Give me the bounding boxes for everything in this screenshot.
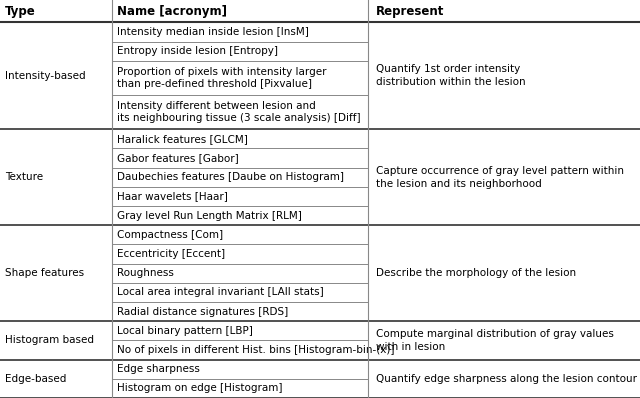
Text: Local binary pattern [LBP]: Local binary pattern [LBP] [117,326,253,336]
Text: Type: Type [5,5,36,18]
Bar [0,0,640,22]
Text: Histogram on edge [Histogram]: Histogram on edge [Histogram] [117,383,283,393]
Text: Daubechies features [Daube on Histogram]: Daubechies features [Daube on Histogram] [117,172,344,182]
Text: Entropy inside lesion [Entropy]: Entropy inside lesion [Entropy] [117,46,278,56]
Text: Edge sharpness: Edge sharpness [117,364,200,374]
Text: Edge-based: Edge-based [5,374,67,384]
Bar [0,359,640,398]
Bar [0,22,640,129]
Text: Represent: Represent [376,5,444,18]
Text: Compactness [Com]: Compactness [Com] [117,230,223,240]
Text: Local area integral invariant [LAII stats]: Local area integral invariant [LAII stat… [117,287,324,297]
Bar [0,225,640,321]
Text: Radial distance signatures [RDS]: Radial distance signatures [RDS] [117,306,289,316]
Bar [0,129,640,225]
Text: Haralick features [GLCM]: Haralick features [GLCM] [117,134,248,144]
Text: Haar wavelets [Haar]: Haar wavelets [Haar] [117,191,228,201]
Text: Compute marginal distribution of gray values
with in lesion: Compute marginal distribution of gray va… [376,329,614,352]
Text: Capture occurrence of gray level pattern within
the lesion and its neighborhood: Capture occurrence of gray level pattern… [376,166,623,189]
Bar [0,321,640,359]
Text: Quantify 1st order intensity
distribution within the lesion: Quantify 1st order intensity distributio… [376,64,525,87]
Text: Roughness: Roughness [117,268,174,278]
Text: Quantify edge sharpness along the lesion contour: Quantify edge sharpness along the lesion… [376,374,637,384]
Text: Name [acronym]: Name [acronym] [117,5,227,18]
Text: Proportion of pixels with intensity larger
than pre-defined threshold [Pixvalue]: Proportion of pixels with intensity larg… [117,67,326,89]
Text: Intensity median inside lesion [InsM]: Intensity median inside lesion [InsM] [117,27,309,37]
Text: Shape features: Shape features [5,268,84,278]
Text: Histogram based: Histogram based [5,336,94,345]
Text: Gabor features [Gabor]: Gabor features [Gabor] [117,153,239,163]
Text: Eccentricity [Eccent]: Eccentricity [Eccent] [117,249,225,259]
Text: Gray level Run Length Matrix [RLM]: Gray level Run Length Matrix [RLM] [117,211,302,220]
Text: No of pixels in different Hist. bins [Histogram-bin-(x)]: No of pixels in different Hist. bins [Hi… [117,345,395,355]
Text: Intensity different between lesion and
its neighbouring tissue (3 scale analysis: Intensity different between lesion and i… [117,101,361,123]
Text: Texture: Texture [5,172,44,182]
Text: Describe the morphology of the lesion: Describe the morphology of the lesion [376,268,576,278]
Text: Intensity-based: Intensity-based [5,71,86,81]
